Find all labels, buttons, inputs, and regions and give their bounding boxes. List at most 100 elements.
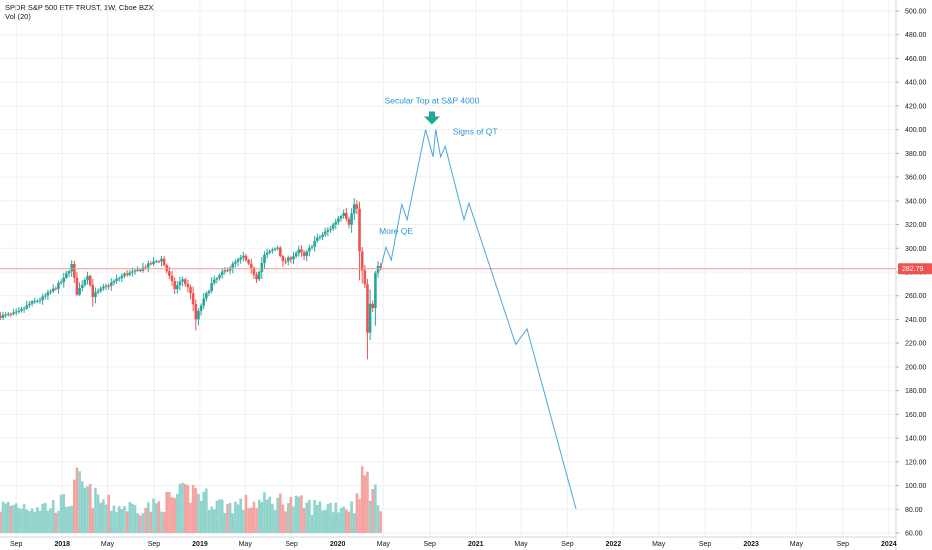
candle[interactable] (0, 315, 2, 318)
candle[interactable] (149, 263, 153, 265)
candle[interactable] (96, 290, 100, 293)
candle[interactable] (244, 255, 248, 261)
candle[interactable] (263, 254, 266, 264)
candle[interactable] (162, 258, 166, 266)
candle[interactable] (249, 263, 253, 268)
candle[interactable] (123, 273, 126, 276)
candle[interactable] (120, 275, 124, 279)
candle[interactable] (289, 257, 293, 260)
candle[interactable] (91, 285, 95, 298)
candle[interactable] (191, 293, 195, 305)
candle[interactable] (366, 284, 369, 333)
candle[interactable] (178, 281, 182, 286)
price-axis[interactable]: 60.00 80.00 100.00 120.00 140.00 160.00 180.00… (895, 0, 927, 550)
candle[interactable] (6, 313, 10, 315)
candle[interactable] (12, 312, 15, 315)
candle[interactable] (51, 288, 55, 292)
candle[interactable] (234, 261, 237, 264)
candle[interactable] (358, 208, 361, 252)
candle[interactable] (83, 279, 87, 285)
candle[interactable] (28, 303, 31, 306)
candle[interactable] (165, 265, 169, 272)
candle[interactable] (347, 218, 351, 225)
candle[interactable] (78, 288, 81, 295)
candle[interactable] (183, 279, 187, 284)
candle[interactable] (4, 314, 7, 316)
candle[interactable] (173, 281, 176, 290)
candle[interactable] (337, 218, 340, 223)
candle[interactable] (36, 300, 39, 302)
candle[interactable] (144, 267, 147, 269)
candle[interactable] (86, 275, 89, 280)
candle[interactable] (170, 275, 174, 282)
candle[interactable] (133, 270, 137, 272)
candle[interactable] (210, 283, 213, 291)
candle[interactable] (20, 309, 23, 311)
candle[interactable] (331, 224, 335, 229)
candle[interactable] (128, 272, 132, 275)
candle[interactable] (70, 264, 73, 272)
candle[interactable] (57, 282, 60, 289)
candle[interactable] (38, 299, 42, 301)
candle[interactable] (152, 261, 155, 265)
candle[interactable] (220, 271, 224, 275)
candle[interactable] (115, 278, 118, 281)
candle[interactable] (334, 222, 338, 225)
candle[interactable] (242, 255, 245, 258)
candle[interactable] (22, 308, 26, 310)
candle[interactable] (139, 269, 142, 271)
candle[interactable] (109, 282, 113, 286)
candle[interactable] (146, 263, 150, 268)
candle[interactable] (374, 272, 377, 308)
candle[interactable] (154, 261, 158, 263)
candle[interactable] (14, 311, 18, 313)
candle[interactable] (65, 273, 68, 278)
candle[interactable] (107, 285, 110, 287)
candle[interactable] (194, 304, 198, 320)
candle[interactable] (252, 267, 256, 275)
candle[interactable] (352, 204, 356, 214)
candle[interactable] (197, 311, 200, 320)
candle[interactable] (75, 277, 79, 295)
candle[interactable] (321, 234, 324, 237)
candle[interactable] (157, 261, 161, 263)
candle[interactable] (67, 271, 71, 274)
candle[interactable] (294, 253, 298, 257)
candle[interactable] (202, 298, 206, 306)
candle[interactable] (17, 310, 21, 312)
candle[interactable] (281, 256, 285, 262)
candle[interactable] (215, 278, 219, 280)
candle[interactable] (273, 248, 277, 250)
candle[interactable] (33, 301, 37, 303)
candle[interactable] (292, 256, 295, 260)
candle[interactable] (355, 204, 359, 209)
candle[interactable] (102, 286, 105, 289)
candle[interactable] (276, 247, 279, 249)
candle[interactable] (112, 280, 116, 283)
candle[interactable] (260, 263, 264, 273)
candle[interactable] (376, 266, 380, 273)
candle[interactable] (350, 213, 353, 225)
candle[interactable] (339, 216, 343, 219)
candle[interactable] (297, 249, 301, 254)
candle[interactable] (88, 275, 92, 286)
candle[interactable] (271, 249, 274, 251)
candle[interactable] (286, 257, 290, 262)
candle[interactable] (125, 273, 129, 275)
candle[interactable] (305, 251, 309, 256)
candle[interactable] (59, 282, 63, 284)
candle[interactable] (284, 261, 287, 263)
candle[interactable] (302, 252, 306, 256)
candle[interactable] (231, 263, 235, 268)
candle[interactable] (25, 305, 29, 309)
candle[interactable] (239, 257, 242, 260)
candle[interactable] (176, 285, 179, 290)
candle[interactable] (323, 231, 327, 235)
time-axis[interactable]: Sep 2018 May Sep 2019 May Sep 2020 May Sep 2021 May… (0, 536, 897, 548)
candle[interactable] (329, 228, 332, 230)
candle[interactable] (43, 295, 47, 297)
candle[interactable] (342, 212, 345, 217)
candle[interactable] (371, 303, 375, 308)
candle[interactable] (49, 291, 52, 293)
